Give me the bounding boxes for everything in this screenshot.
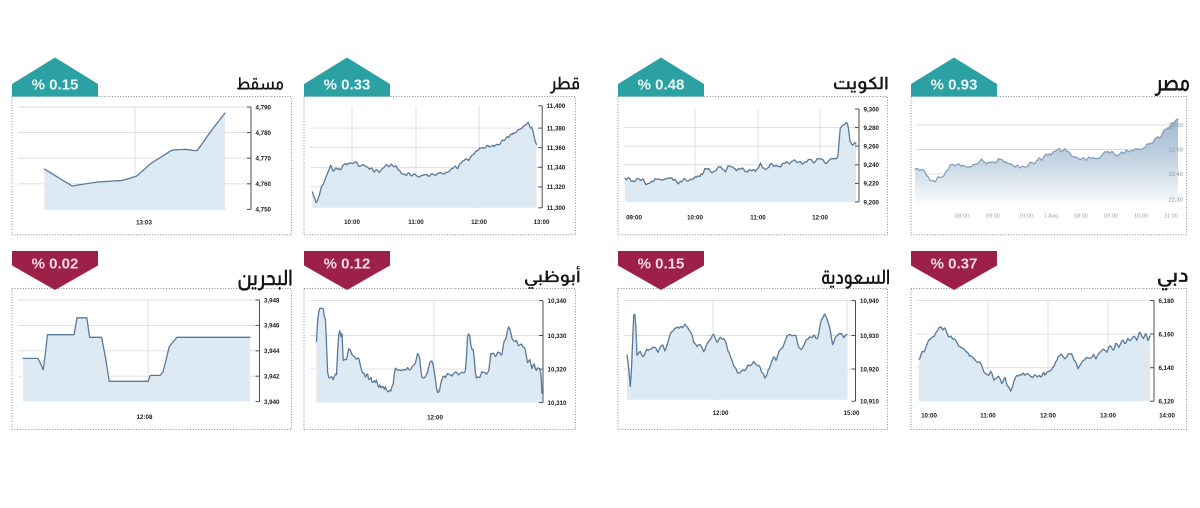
svg-text:4,750: 4,750 <box>256 207 272 214</box>
svg-text:14:00: 14:00 <box>1159 413 1175 420</box>
svg-text:9,300: 9,300 <box>864 106 880 113</box>
svg-text:11:00: 11:00 <box>980 413 996 420</box>
svg-text:10,340: 10,340 <box>548 298 567 305</box>
svg-text:09:00: 09:00 <box>986 214 1000 220</box>
svg-text:12:00: 12:00 <box>471 219 487 226</box>
svg-text:11,300: 11,300 <box>547 205 566 212</box>
svg-text:11,380: 11,380 <box>547 125 566 132</box>
svg-text:22.30: 22.30 <box>1168 198 1183 204</box>
svg-text:22.40: 22.40 <box>1168 172 1183 178</box>
svg-text:09:00: 09:00 <box>1104 214 1118 220</box>
svg-text:3,948: 3,948 <box>264 297 280 304</box>
svg-text:09:00: 09:00 <box>626 215 642 222</box>
svg-text:11:00: 11:00 <box>1164 214 1178 220</box>
svg-text:4,780: 4,780 <box>256 130 272 137</box>
svg-text:% 0.02: % 0.02 <box>32 256 79 273</box>
svg-text:22.60: 22.60 <box>1168 123 1183 129</box>
svg-text:11,320: 11,320 <box>547 184 566 191</box>
svg-text:10,910: 10,910 <box>860 399 879 406</box>
svg-text:% 0.33: % 0.33 <box>324 77 371 94</box>
svg-text:9,240: 9,240 <box>864 162 880 169</box>
svg-text:11:00: 11:00 <box>408 219 424 226</box>
svg-text:22.50: 22.50 <box>1168 148 1183 154</box>
svg-text:13:03: 13:03 <box>136 220 152 227</box>
svg-text:12:00: 12:00 <box>713 410 729 417</box>
svg-text:4,790: 4,790 <box>256 104 272 111</box>
svg-text:10:00: 10:00 <box>687 215 703 222</box>
svg-text:% 0.12: % 0.12 <box>324 256 371 273</box>
svg-text:10,320: 10,320 <box>548 366 567 373</box>
svg-text:9,280: 9,280 <box>864 125 880 132</box>
svg-text:13:00: 13:00 <box>1100 413 1116 420</box>
svg-text:% 0.15: % 0.15 <box>638 256 685 273</box>
svg-text:12:08: 12:08 <box>137 414 153 421</box>
svg-text:6,140: 6,140 <box>1159 365 1175 372</box>
svg-text:10,310: 10,310 <box>548 400 567 407</box>
svg-text:% 0.15: % 0.15 <box>32 77 79 94</box>
svg-text:6,180: 6,180 <box>1159 298 1175 305</box>
svg-text:11,400: 11,400 <box>547 103 566 110</box>
svg-text:11:00: 11:00 <box>750 215 766 222</box>
svg-text:10:00: 10:00 <box>1019 214 1033 220</box>
svg-text:10,920: 10,920 <box>860 366 879 373</box>
svg-text:10,930: 10,930 <box>860 333 879 340</box>
svg-text:3,946: 3,946 <box>264 323 280 330</box>
svg-text:11,360: 11,360 <box>547 145 566 152</box>
svg-text:6,120: 6,120 <box>1159 399 1175 406</box>
svg-text:10:00: 10:00 <box>921 413 937 420</box>
svg-text:10:00: 10:00 <box>1134 214 1148 220</box>
svg-text:11,340: 11,340 <box>547 165 566 172</box>
svg-text:1 Aug: 1 Aug <box>1044 214 1058 220</box>
svg-text:10,940: 10,940 <box>860 298 879 305</box>
svg-text:3,940: 3,940 <box>264 399 280 406</box>
svg-text:4,760: 4,760 <box>256 181 272 188</box>
svg-text:3,944: 3,944 <box>264 348 280 355</box>
svg-text:08:00: 08:00 <box>1074 214 1088 220</box>
svg-text:9,220: 9,220 <box>864 181 880 188</box>
svg-text:10,330: 10,330 <box>548 333 567 340</box>
svg-text:4,770: 4,770 <box>256 156 272 163</box>
svg-text:9,260: 9,260 <box>864 144 880 151</box>
svg-text:% 0.48: % 0.48 <box>638 77 685 94</box>
svg-text:15:00: 15:00 <box>844 410 860 417</box>
svg-text:9,200: 9,200 <box>864 199 880 206</box>
svg-text:6,160: 6,160 <box>1159 331 1175 338</box>
svg-text:% 0.93: % 0.93 <box>931 77 978 94</box>
svg-text:08:00: 08:00 <box>955 214 969 220</box>
svg-text:12:00: 12:00 <box>427 415 443 422</box>
svg-text:% 0.37: % 0.37 <box>931 256 978 273</box>
svg-text:10:00: 10:00 <box>344 219 360 226</box>
svg-text:3,942: 3,942 <box>264 374 280 381</box>
svg-text:12:00: 12:00 <box>1040 413 1056 420</box>
svg-text:13:00: 13:00 <box>534 219 550 226</box>
svg-text:12:00: 12:00 <box>812 215 828 222</box>
